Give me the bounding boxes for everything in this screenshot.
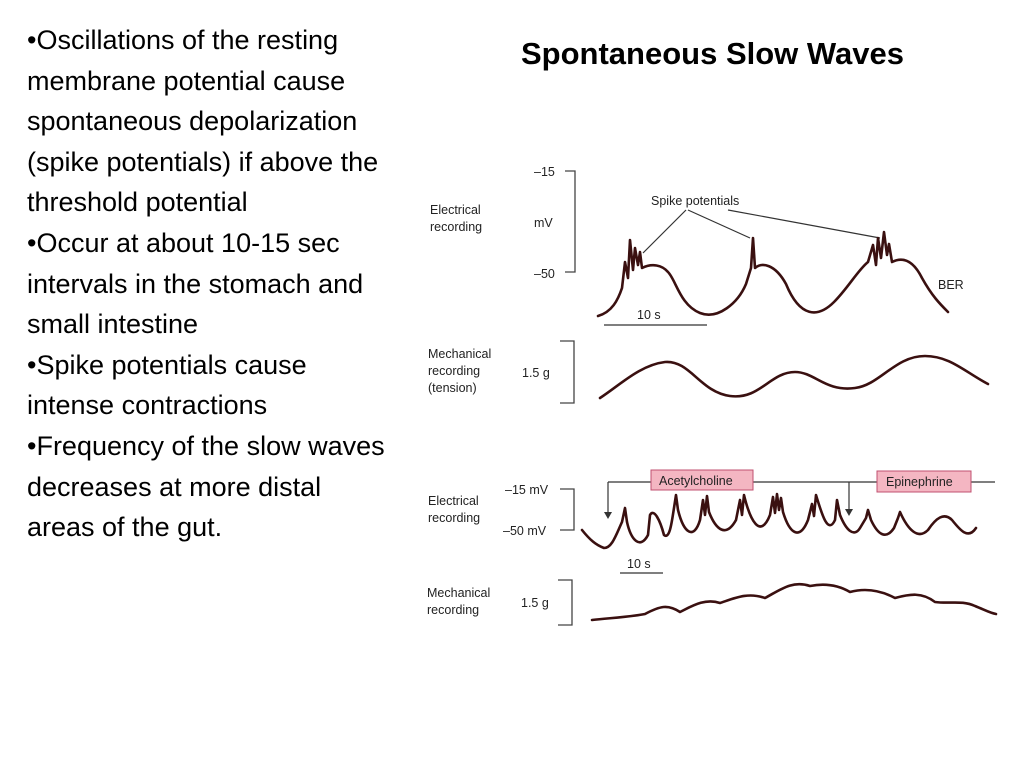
- top-force-scale-label: 1.5 g: [522, 366, 550, 380]
- top-force-bracket: [560, 340, 575, 404]
- ber-label: BER: [938, 278, 964, 292]
- top-scale-top-label: –15: [534, 165, 555, 179]
- slide-title: Spontaneous Slow Waves: [521, 36, 904, 71]
- top-electrical-label-line1: Electrical: [430, 203, 481, 217]
- top-mechanical-label-line3: (tension): [428, 381, 477, 395]
- acetylcholine-arrow-head: [604, 512, 612, 519]
- bottom-scale-top-label: –15 mV: [505, 483, 549, 497]
- bottom-scale-bottom-label: –50 mV: [503, 524, 547, 538]
- top-voltage-bracket: [565, 170, 576, 273]
- bullet-item-4: •Frequency of the slow waves decreases a…: [27, 430, 385, 543]
- bottom-electrical-label-line1: Electrical: [428, 494, 479, 508]
- bottom-time-label: 10 s: [627, 557, 651, 571]
- top-scale-bottom-label: –50: [534, 267, 555, 281]
- acetylcholine-label: Acetylcholine: [659, 474, 733, 488]
- bottom-mechanical-label-line2: recording: [427, 603, 479, 617]
- bullet-list: •Oscillations of the resting membrane po…: [27, 20, 392, 548]
- epinephrine-label: Epinephrine: [886, 475, 953, 489]
- bullet-item-2: •Occur at about 10-15 sec intervals in t…: [27, 227, 364, 340]
- top-mechanical-label-line1: Mechanical: [428, 347, 491, 361]
- top-mechanical-trace: [598, 354, 990, 400]
- spike-pointer-line-2: [687, 209, 751, 239]
- spike-pointer-line-1: [642, 209, 687, 254]
- bottom-electrical-trace: [580, 492, 978, 550]
- epinephrine-arrow-head: [845, 509, 853, 516]
- bottom-electrical-label-line2: recording: [428, 511, 480, 525]
- bottom-mechanical-label-line1: Mechanical: [427, 586, 490, 600]
- top-mechanical-panel: Mechanical recording (tension) 1.5 g: [428, 340, 990, 404]
- bullet-item-3: •Spike potentials cause intense contract…: [27, 349, 307, 421]
- spike-pointer-line-3: [727, 209, 881, 239]
- bullet-item-1: •Oscillations of the resting membrane po…: [27, 25, 379, 218]
- bottom-mechanical-trace: [590, 582, 998, 622]
- top-electrical-trace: [596, 230, 950, 318]
- bottom-force-scale-label: 1.5 g: [521, 596, 549, 610]
- bottom-electrical-panel: Electrical recording –15 mV –50 mV Acety…: [428, 469, 995, 574]
- bottom-voltage-bracket: [560, 488, 575, 531]
- acetylcholine-box: [650, 469, 754, 491]
- top-electrical-panel: Electrical recording –15 mV –50 Spike po…: [430, 165, 964, 326]
- bottom-mechanical-panel: Mechanical recording 1.5 g: [427, 579, 998, 626]
- top-scale-unit-label: mV: [534, 216, 553, 230]
- top-electrical-label-line2: recording: [430, 220, 482, 234]
- top-time-label: 10 s: [637, 308, 661, 322]
- top-mechanical-label-line2: recording: [428, 364, 480, 378]
- bottom-force-bracket: [558, 579, 573, 626]
- epinephrine-box: [876, 470, 972, 493]
- spike-potentials-label: Spike potentials: [651, 194, 739, 208]
